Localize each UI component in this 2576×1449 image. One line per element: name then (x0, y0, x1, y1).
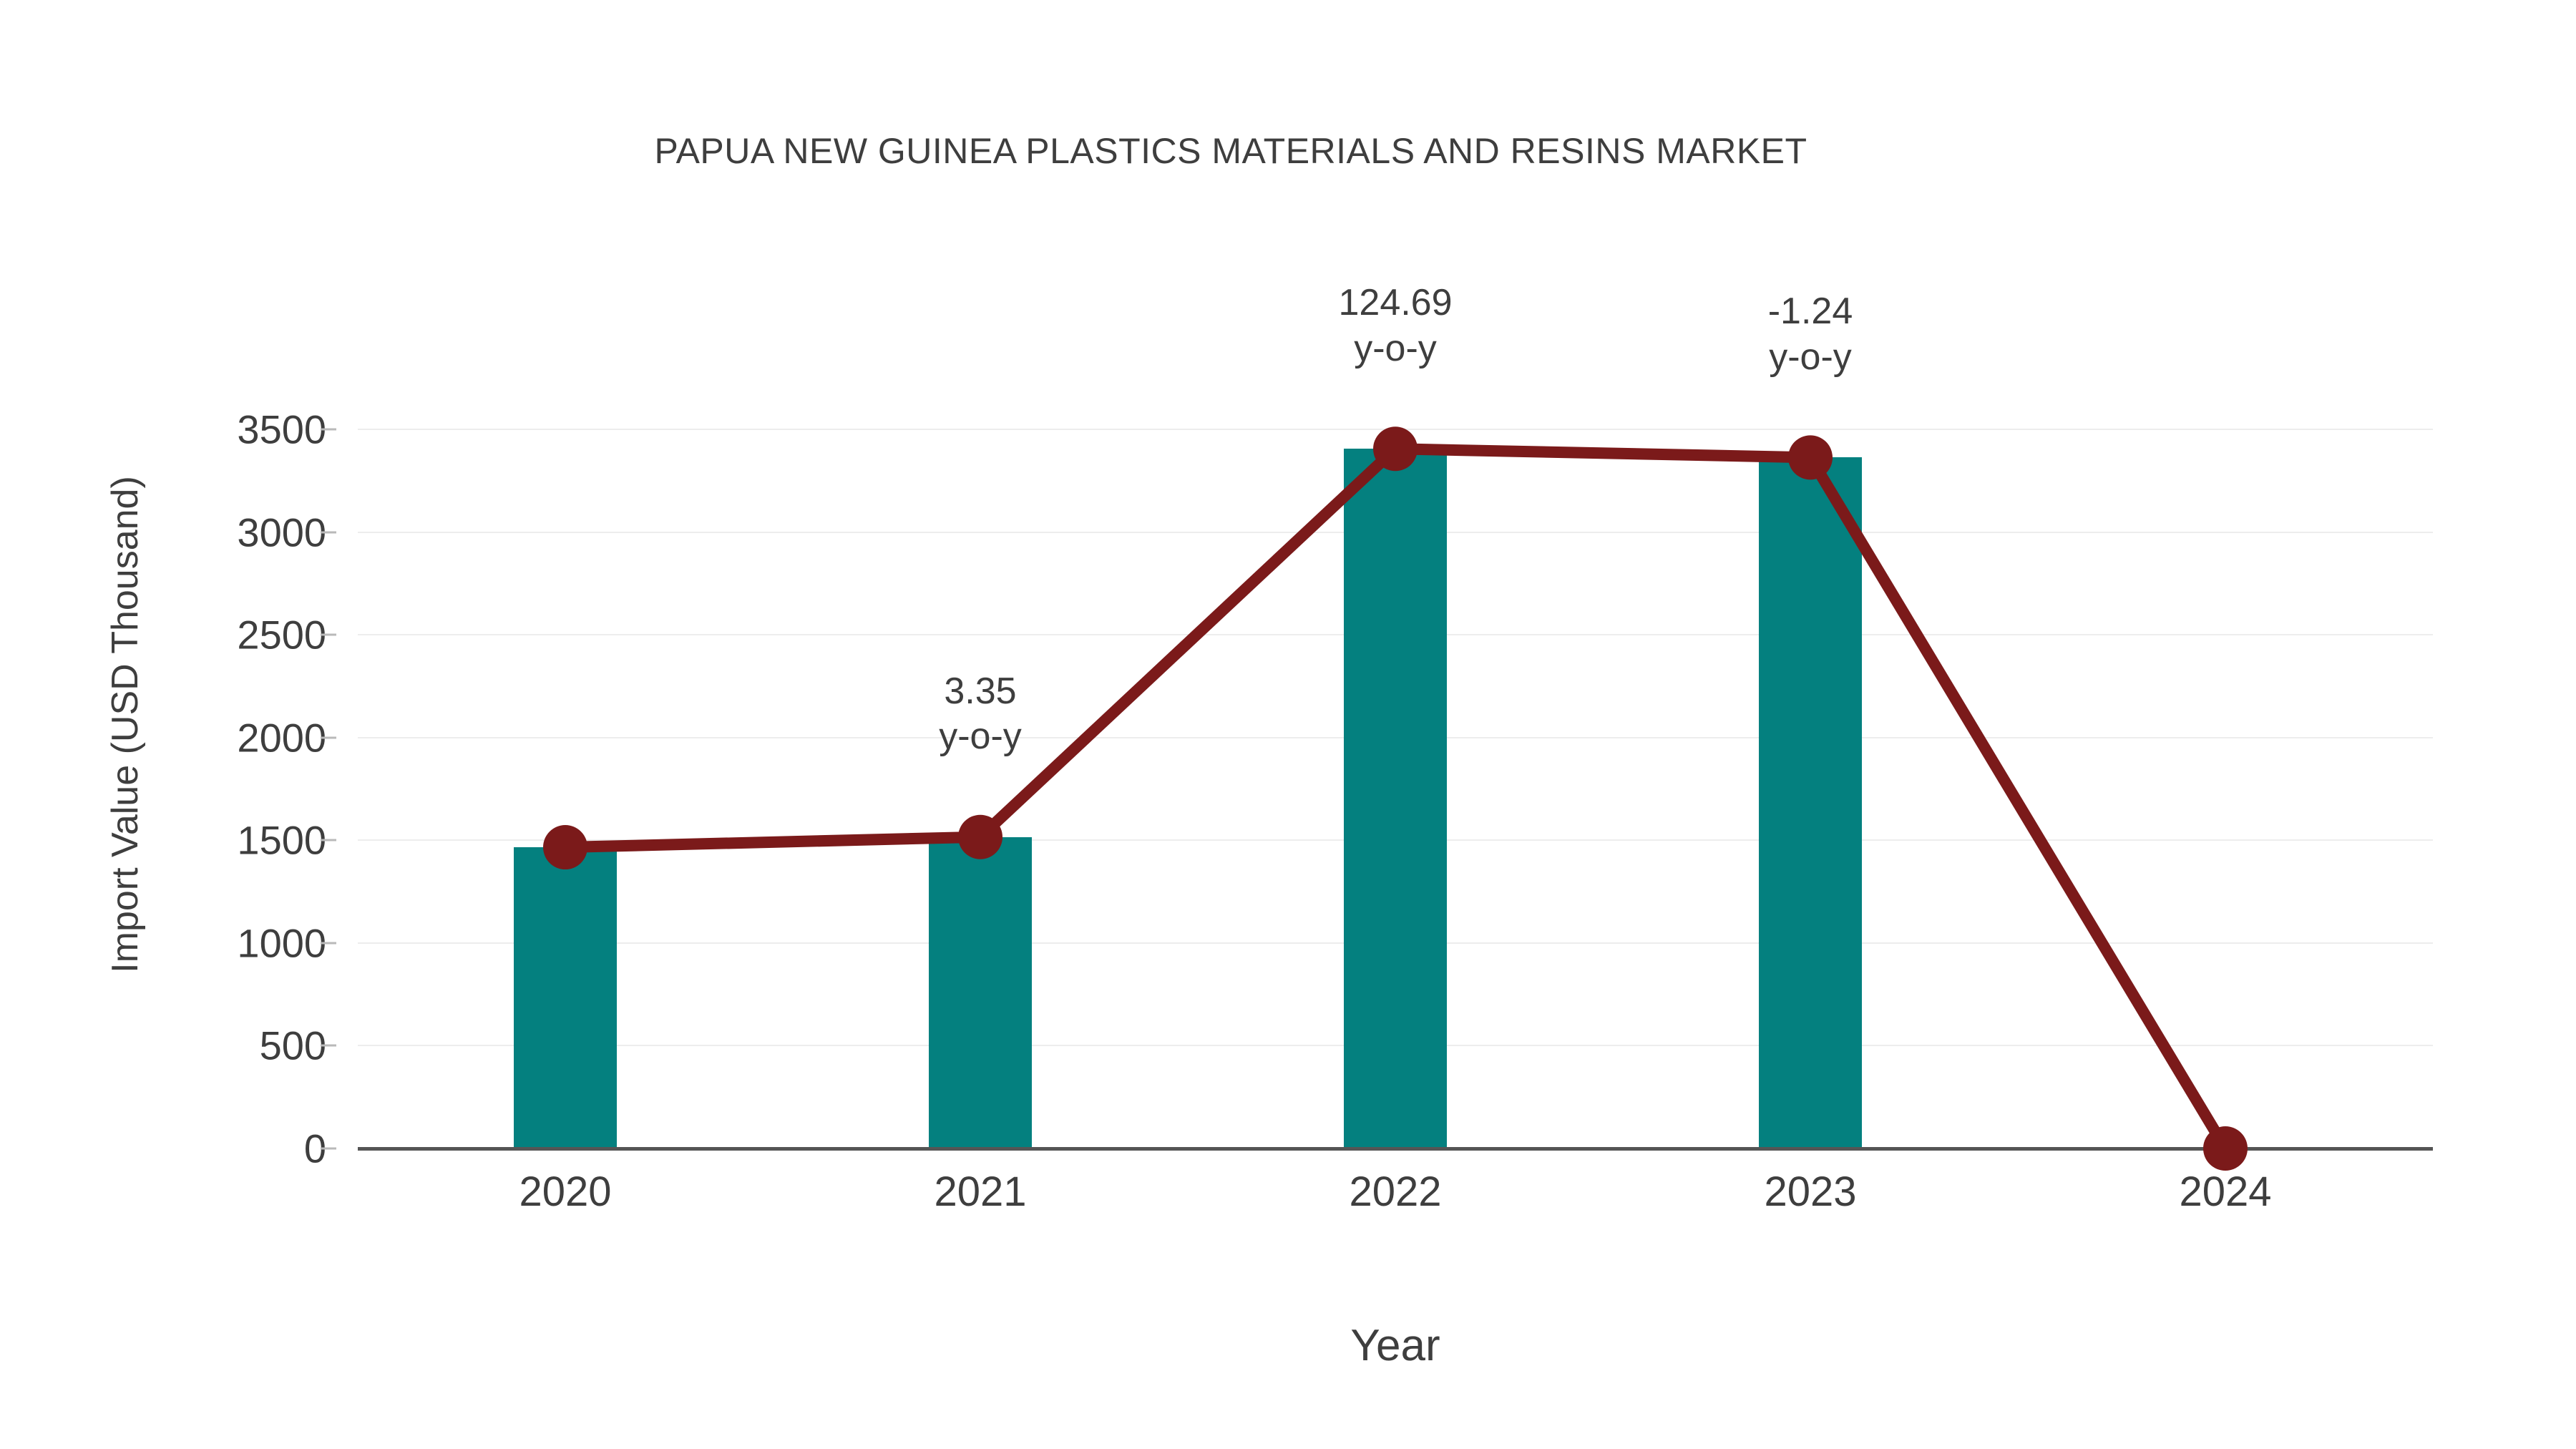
y-tick-label: 2000 (237, 715, 326, 761)
y-tick-mark (321, 736, 336, 739)
x-tick-label: 2022 (1349, 1169, 1442, 1215)
y-tick-mark (321, 531, 336, 534)
y-tick-label: 1500 (237, 817, 326, 863)
x-tick-label: 2023 (1764, 1169, 1857, 1215)
data-label-annotation: 3.35 y-o-y (939, 669, 1022, 760)
y-axis-title: Import Value (USD Thousand) (72, 0, 186, 1449)
y-tick-label: 2500 (237, 612, 326, 658)
annotation-sublabel: y-o-y (939, 716, 1022, 758)
x-tick-label: 2024 (2179, 1169, 2272, 1215)
bar[interactable] (1759, 457, 1862, 1148)
y-tick-mark (321, 633, 336, 636)
y-tick-mark (321, 839, 336, 841)
plot-area (358, 429, 2433, 1148)
x-axis-title: Year (1350, 1321, 1440, 1370)
x-axis-line (358, 1147, 2433, 1151)
bar[interactable] (1344, 449, 1447, 1148)
y-tick-label: 1000 (237, 920, 326, 966)
bar[interactable] (929, 836, 1032, 1148)
y-tick-label: 3000 (237, 509, 326, 555)
data-label-annotation: 124.69 y-o-y (1338, 280, 1452, 371)
y-tick-mark (321, 1147, 336, 1150)
annotation-sublabel: y-o-y (1354, 327, 1437, 369)
annotation-sublabel: y-o-y (1769, 336, 1852, 378)
x-tick-label: 2021 (934, 1169, 1027, 1215)
y-tick-label: 500 (259, 1023, 326, 1068)
y-tick-mark (321, 942, 336, 945)
annotation-value: -1.24 (1767, 291, 1853, 333)
chart-title: PAPUA NEW GUINEA PLASTICS MATERIALS AND … (654, 131, 1807, 171)
y-axis-title-label: Import Value (USD Thousand) (104, 476, 146, 973)
x-tick-label: 2020 (519, 1169, 612, 1215)
annotation-value: 3.35 (944, 670, 1017, 712)
y-tick-mark (321, 428, 336, 431)
y-tick-mark (321, 1044, 336, 1047)
annotation-value: 124.69 (1338, 282, 1453, 324)
data-label-annotation: -1.24 y-o-y (1768, 289, 1853, 380)
y-tick-label: 3500 (237, 406, 326, 452)
bar[interactable] (514, 847, 617, 1148)
